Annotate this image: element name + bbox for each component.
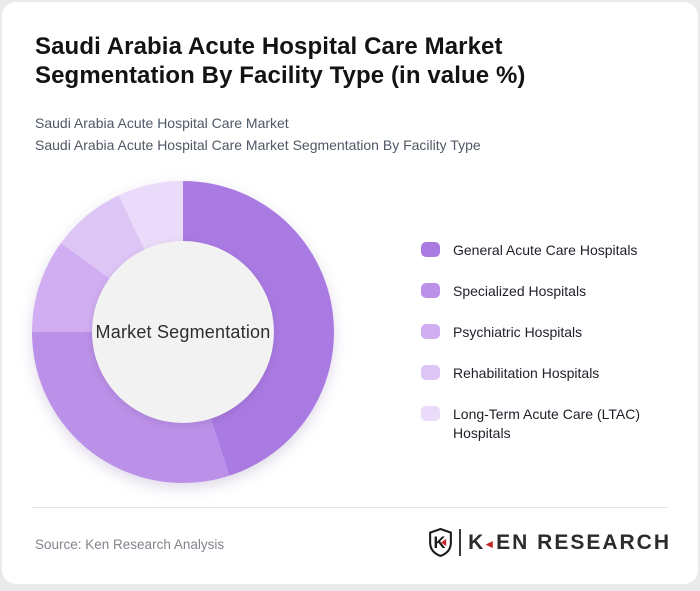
legend-label: Specialized Hospitals bbox=[453, 283, 587, 299]
legend-item: Psychiatric Hospitals bbox=[421, 323, 668, 342]
logo-separator bbox=[458, 529, 462, 556]
legend-item: Specialized Hospitals bbox=[421, 282, 668, 301]
legend-swatch bbox=[421, 242, 440, 257]
legend-label: Psychiatric Hospitals bbox=[453, 324, 583, 340]
logo-rest: EN RESEARCH bbox=[496, 530, 671, 554]
donut-center-label: Market Segmentation bbox=[95, 321, 271, 342]
logo-triangle-icon: ◄ bbox=[483, 536, 498, 551]
subtitle-block: Saudi Arabia Acute Hospital Care Market … bbox=[35, 113, 481, 156]
page-title: Saudi Arabia Acute Hospital Care Market … bbox=[35, 33, 526, 89]
legend-label: Rehabilitation Hospitals bbox=[453, 365, 600, 381]
logo-wordmark: K ◄ EN RESEARCH bbox=[468, 531, 671, 555]
legend-label: General Acute Care Hospitals bbox=[453, 242, 638, 258]
legend-swatch bbox=[421, 406, 440, 421]
legend-swatch bbox=[421, 283, 440, 298]
chart-card: Saudi Arabia Acute Hospital Care Market … bbox=[2, 2, 698, 584]
source-note: Source: Ken Research Analysis bbox=[35, 537, 225, 552]
legend-label: Long-Term Acute Care (LTAC) Hospitals bbox=[453, 406, 640, 441]
shield-triangle-icon bbox=[440, 538, 446, 547]
legend-item: Rehabilitation Hospitals bbox=[421, 364, 668, 383]
shield-letter: K bbox=[433, 533, 445, 552]
footer-divider bbox=[32, 507, 668, 508]
legend-item: Long-Term Acute Care (LTAC) Hospitals bbox=[421, 405, 668, 443]
ken-research-logo: K K ◄ EN RESEARCH bbox=[428, 528, 671, 557]
logo-letter-k: K bbox=[468, 530, 486, 554]
legend-swatch bbox=[421, 365, 440, 380]
donut-chart-area: Market Segmentation bbox=[32, 181, 334, 483]
subtitle-line-1: Saudi Arabia Acute Hospital Care Market bbox=[35, 115, 289, 131]
legend-item: General Acute Care Hospitals bbox=[421, 241, 668, 260]
legend-swatch bbox=[421, 324, 440, 339]
donut-center: Market Segmentation bbox=[92, 241, 274, 423]
ken-research-shield-icon: K bbox=[428, 528, 452, 557]
chart-legend: General Acute Care Hospitals Specialized… bbox=[421, 241, 668, 465]
subtitle-line-2: Saudi Arabia Acute Hospital Care Market … bbox=[35, 136, 481, 153]
